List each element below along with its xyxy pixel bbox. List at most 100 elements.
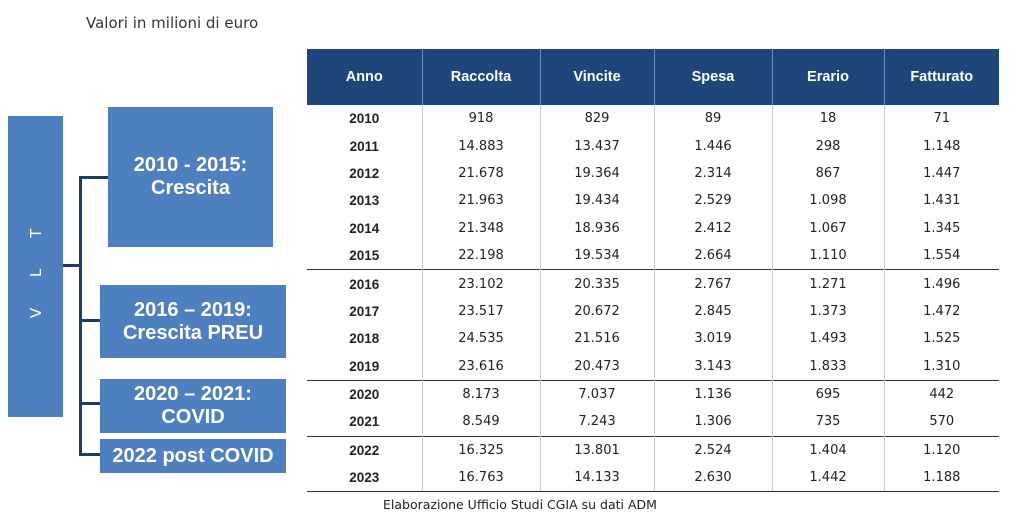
cell-raccolta: 24.535 — [421, 325, 540, 353]
cell-fatturato: 1.496 — [883, 269, 999, 298]
cell-raccolta: 16.325 — [421, 435, 540, 465]
header-erario: Erario — [771, 49, 884, 105]
cell-spesa: 2.529 — [653, 187, 772, 215]
cell-fatturato: 1.345 — [883, 214, 999, 242]
cell-fatturato: 1.120 — [883, 435, 999, 465]
cell-raccolta: 23.616 — [421, 352, 540, 381]
connector-branch-4 — [79, 453, 100, 456]
table-row: 2017 23.517 20.672 2.845 1.373 1.472 — [307, 297, 999, 326]
cell-spesa: 1.136 — [653, 379, 772, 409]
table-row: 2011 14.883 13.437 1.446 298 1.148 — [307, 132, 999, 160]
cell-vincite: 18.936 — [539, 214, 654, 242]
cell-erario: 695 — [771, 379, 884, 409]
cell-raccolta: 22.198 — [421, 241, 540, 270]
cell-vincite: 829 — [539, 105, 654, 133]
table-row: 2022 16.325 13.801 2.524 1.404 1.120 — [307, 435, 999, 465]
table-row: 2020 8.173 7.037 1.136 695 442 — [307, 379, 999, 409]
cell-raccolta: 16.763 — [421, 464, 540, 493]
cell-anno: 2022 — [307, 435, 422, 465]
cell-anno: 2012 — [349, 165, 380, 181]
cell-spesa: 2.664 — [653, 241, 772, 270]
cell-fatturato: 1.554 — [883, 241, 999, 270]
cell-vincite: 13.801 — [539, 435, 654, 465]
header-fatturato: Fatturato — [883, 49, 999, 105]
cell-erario: 1.098 — [771, 187, 884, 215]
table-row: 2014 21.348 18.936 2.412 1.067 1.345 — [307, 214, 999, 242]
cell-erario: 1.833 — [771, 352, 884, 381]
cell-fatturato: 71 — [883, 105, 999, 133]
cell-raccolta: 23.517 — [421, 297, 540, 326]
cell-vincite: 21.516 — [539, 325, 654, 353]
connector-trunk — [79, 176, 82, 456]
table-row: 2018 24.535 21.516 3.019 1.493 1.525 — [307, 325, 999, 353]
phase-box-covid: 2020 – 2021: COVID — [100, 379, 286, 433]
cell-spesa: 2.767 — [653, 269, 772, 298]
cell-anno: 2015 — [349, 248, 380, 264]
cell-raccolta: 918 — [421, 105, 540, 133]
cell-erario: 1.442 — [771, 464, 884, 493]
cell-anno: 2013 — [349, 193, 380, 209]
phase-box-post-covid: 2022 post COVID — [100, 439, 286, 473]
cell-vincite: 7.037 — [539, 379, 654, 409]
cell-erario: 1.067 — [771, 214, 884, 242]
phase-box-growth: 2010 - 2015: Crescita — [108, 107, 273, 247]
cell-anno: 2023 — [307, 464, 422, 493]
table-row: 2019 23.616 20.473 3.143 1.833 1.310 — [307, 352, 999, 381]
cell-anno: 2018 — [349, 331, 380, 347]
cell-fatturato: 1.447 — [883, 159, 999, 188]
header-vincite: Vincite — [539, 49, 654, 105]
cell-vincite: 20.473 — [539, 352, 654, 381]
cell-vincite: 14.133 — [539, 464, 654, 493]
cell-anno: 2017 — [349, 303, 380, 319]
cell-erario: 1.493 — [771, 325, 884, 353]
connector-stub — [63, 264, 80, 267]
cell-erario: 1.271 — [771, 269, 884, 298]
connector-branch-1 — [79, 176, 108, 179]
cell-vincite: 19.364 — [539, 159, 654, 188]
table-header-row: Anno Raccolta Vincite Spesa Erario Fattu… — [307, 49, 999, 105]
table-row: 2015 22.198 19.534 2.664 1.110 1.554 — [307, 241, 999, 270]
cell-erario: 867 — [771, 159, 884, 188]
cell-fatturato: 1.310 — [883, 352, 999, 381]
cell-raccolta: 14.883 — [421, 132, 540, 160]
table-row: 2013 21.963 19.434 2.529 1.098 1.431 — [307, 187, 999, 215]
cell-anno: 2016 — [307, 269, 422, 298]
cell-anno: 2014 — [349, 220, 380, 236]
data-table-container: Anno Raccolta Vincite Spesa Erario Fattu… — [307, 49, 999, 493]
cell-fatturato: 1.148 — [883, 132, 999, 160]
cell-spesa: 3.143 — [653, 352, 772, 381]
cell-vincite: 7.243 — [539, 408, 654, 437]
cell-raccolta: 21.348 — [421, 214, 540, 242]
header-spesa: Spesa — [653, 49, 772, 105]
table-row: 2012 21.678 19.364 2.314 867 1.447 — [307, 159, 999, 188]
table-row: 2010 918 829 89 18 71 — [307, 105, 999, 133]
cell-fatturato: 1.525 — [883, 325, 999, 353]
cell-vincite: 13.437 — [539, 132, 654, 160]
cell-raccolta: 23.102 — [421, 269, 540, 298]
cell-raccolta: 8.549 — [421, 408, 540, 437]
cell-anno: 2010 — [349, 111, 380, 127]
cell-spesa: 1.446 — [653, 132, 772, 160]
cell-erario: 1.404 — [771, 435, 884, 465]
cell-erario: 1.110 — [771, 241, 884, 270]
data-table: Anno Raccolta Vincite Spesa Erario Fattu… — [307, 49, 999, 493]
cell-spesa: 2.412 — [653, 214, 772, 242]
cell-spesa: 3.019 — [653, 325, 772, 353]
cell-fatturato: 570 — [883, 408, 999, 437]
cell-erario: 735 — [771, 408, 884, 437]
connector-branch-2 — [79, 319, 100, 322]
table-row: 2021 8.549 7.243 1.306 735 570 — [307, 408, 999, 437]
cell-spesa: 89 — [653, 105, 772, 133]
cell-fatturato: 1.472 — [883, 297, 999, 326]
cell-spesa: 2.845 — [653, 297, 772, 326]
header-raccolta: Raccolta — [421, 49, 540, 105]
cell-erario: 18 — [771, 105, 884, 133]
cell-anno: 2020 — [307, 379, 422, 409]
table-row: 2016 23.102 20.335 2.767 1.271 1.496 — [307, 269, 999, 298]
cell-spesa: 2.314 — [653, 159, 772, 188]
table-row: 2023 16.763 14.133 2.630 1.442 1.188 — [307, 464, 999, 493]
source-note: Elaborazione Ufficio Studi CGIA su dati … — [383, 497, 657, 512]
header-anno: Anno — [307, 49, 422, 105]
vlt-label: V L T — [26, 215, 45, 318]
cell-raccolta: 21.963 — [421, 187, 540, 215]
